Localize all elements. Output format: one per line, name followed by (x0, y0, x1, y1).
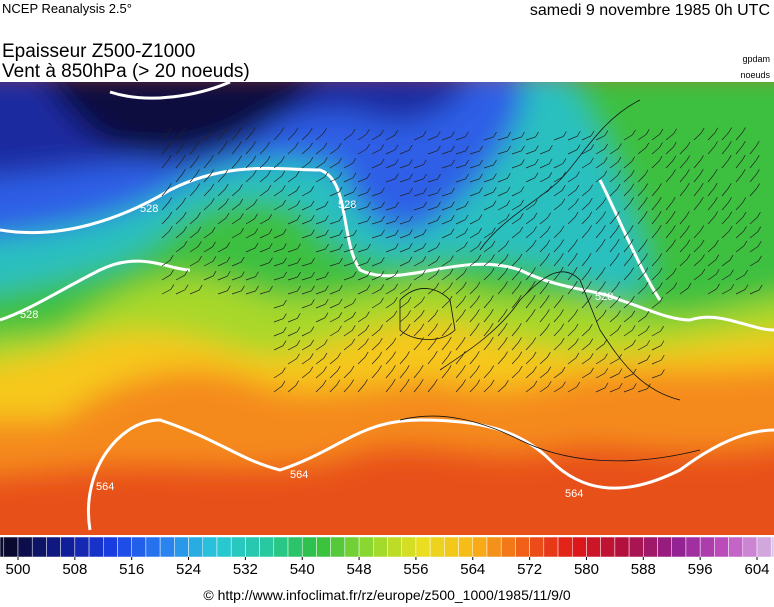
contour-label: 528 (338, 199, 356, 211)
unit-field: gpdam (742, 54, 770, 64)
colorbar-swatch (230, 536, 246, 558)
colorbar-swatch (415, 536, 431, 558)
colorbar-swatch (330, 536, 346, 558)
colorbar-swatch (245, 536, 260, 558)
colorbar-swatch (31, 536, 47, 558)
colorbar-swatch (572, 536, 587, 558)
date: samedi 9 novembre 1985 0h UTC (530, 2, 770, 19)
colorbar-swatch (742, 536, 758, 558)
colorbar-tick-label: 564 (460, 561, 485, 578)
colorbar-swatch (202, 536, 218, 558)
colorbar-swatch (0, 536, 5, 558)
colorbar-swatch (344, 536, 360, 558)
colorbar-swatch (756, 536, 772, 558)
colorbar-swatch (486, 536, 502, 558)
colorbar-tick-label: 500 (5, 561, 30, 578)
colorbar-tick-label: 524 (176, 561, 201, 578)
colorbar-swatch (145, 536, 161, 558)
colorbar-swatch (259, 536, 275, 558)
colorbar-swatch (472, 536, 488, 558)
colorbar-swatch (188, 536, 204, 558)
colorbar-swatch (88, 536, 104, 558)
colorbar-swatch (714, 536, 729, 558)
colorbar-swatch (174, 536, 189, 558)
colorbar-swatch (671, 536, 687, 558)
subtitle: Vent à 850hPa (> 20 noeuds) (2, 61, 250, 82)
colorbar-swatch (643, 536, 658, 558)
colorbar-tick-label: 508 (62, 561, 87, 578)
colorbar: 500 508 516 524 532 540 548 556 564 572 580 588 596 6… (0, 536, 774, 578)
colorbar-swatch (515, 536, 530, 558)
source: NCEP Reanalysis 2.5° (2, 1, 132, 16)
footer: © http://www.infoclimat.fr/rz/europe/z50… (203, 587, 570, 603)
colorbar-swatch (46, 536, 61, 558)
colorbar-swatch (273, 536, 289, 558)
colorbar-swatch (387, 536, 402, 558)
colorbar-swatch (159, 536, 175, 558)
colorbar-swatch (17, 536, 33, 558)
colorbar-swatch (557, 536, 573, 558)
colorbar-swatch (358, 536, 374, 558)
contour-label: 564 (290, 469, 308, 481)
colorbar-swatch (614, 536, 630, 558)
colorbar-tick-label: 604 (744, 561, 769, 578)
unit-wind: noeuds (740, 70, 770, 80)
colorbar-tick-label: 588 (631, 561, 656, 578)
colorbar-swatch (529, 536, 545, 558)
contour-label: 528 (595, 291, 613, 303)
map (0, 82, 774, 535)
contour-label: 564 (96, 481, 114, 493)
colorbar-swatch (628, 536, 644, 558)
colorbar-tick-label: 572 (517, 561, 542, 578)
colorbar-tick-label: 540 (290, 561, 315, 578)
colorbar-swatch (586, 536, 601, 558)
colorbar-swatch (770, 536, 774, 558)
colorbar-swatch (3, 536, 19, 558)
colorbar-swatch (600, 536, 616, 558)
colorbar-swatch (301, 536, 317, 558)
colorbar-swatch (401, 536, 417, 558)
colorbar-swatch (131, 536, 147, 558)
colorbar-swatch (216, 536, 232, 558)
colorbar-swatch (543, 536, 559, 558)
colorbar-tick-label: 532 (233, 561, 258, 578)
contour-label: 564 (565, 488, 583, 500)
colorbar-tick-label: 516 (119, 561, 144, 578)
colorbar-swatch (103, 536, 118, 558)
contour-label: 528 (20, 309, 38, 321)
colorbar-swatch (458, 536, 474, 558)
colorbar-swatch (429, 536, 445, 558)
colorbar-swatch (316, 536, 331, 558)
colorbar-tick-label: 580 (574, 561, 599, 578)
colorbar-tick-label: 556 (403, 561, 428, 578)
colorbar-swatch (117, 536, 132, 558)
colorbar-swatch (728, 536, 744, 558)
title: Epaisseur Z500-Z1000 (2, 41, 195, 62)
colorbar-swatch (444, 536, 459, 558)
colorbar-tick-label: 596 (688, 561, 713, 578)
colorbar-swatch (685, 536, 701, 558)
colorbar-swatch (657, 536, 672, 558)
colorbar-swatch (699, 536, 715, 558)
colorbar-tick-label: 548 (347, 561, 372, 578)
colorbar-swatch (287, 536, 303, 558)
colorbar-swatch (500, 536, 516, 558)
colorbar-swatch (373, 536, 388, 558)
colorbar-swatch (60, 536, 76, 558)
contour-label: 528 (140, 203, 158, 215)
colorbar-swatch (74, 536, 90, 558)
